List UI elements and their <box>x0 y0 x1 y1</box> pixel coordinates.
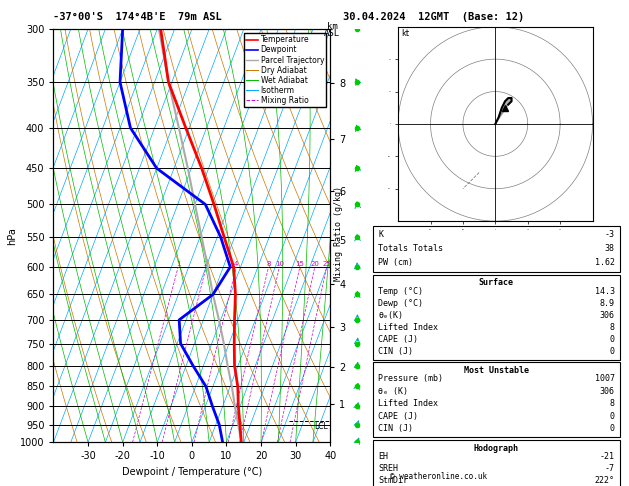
Polygon shape <box>496 98 511 124</box>
Text: km: km <box>326 22 338 31</box>
Text: Temp (°C): Temp (°C) <box>378 287 423 296</box>
Text: EH: EH <box>378 452 388 461</box>
Text: 2: 2 <box>204 261 208 267</box>
Text: 1007: 1007 <box>594 374 615 383</box>
Text: Surface: Surface <box>479 278 514 288</box>
Text: 30.04.2024  12GMT  (Base: 12): 30.04.2024 12GMT (Base: 12) <box>343 12 524 22</box>
Text: 222°: 222° <box>594 476 615 485</box>
Text: ASL: ASL <box>324 29 340 38</box>
Text: Hodograph: Hodograph <box>474 444 519 453</box>
Text: -21: -21 <box>599 452 615 461</box>
Text: 25: 25 <box>322 261 331 267</box>
Text: CAPE (J): CAPE (J) <box>378 335 418 344</box>
Text: 1: 1 <box>176 261 181 267</box>
X-axis label: Dewpoint / Temperature (°C): Dewpoint / Temperature (°C) <box>122 467 262 477</box>
Text: SREH: SREH <box>378 464 398 473</box>
Text: Dewp (°C): Dewp (°C) <box>378 299 423 308</box>
Text: 0: 0 <box>610 424 615 434</box>
Text: 8.9: 8.9 <box>599 299 615 308</box>
Text: 1.62: 1.62 <box>594 258 615 267</box>
Text: 4: 4 <box>234 261 238 267</box>
Text: 0: 0 <box>610 412 615 421</box>
Text: 15: 15 <box>296 261 304 267</box>
Text: -3: -3 <box>604 230 615 239</box>
Text: LCL: LCL <box>314 422 328 431</box>
Text: kt: kt <box>401 30 409 38</box>
Text: Pressure (mb): Pressure (mb) <box>378 374 443 383</box>
Text: © weatheronline.co.uk: © weatheronline.co.uk <box>390 472 487 481</box>
Text: 14.3: 14.3 <box>594 287 615 296</box>
Text: CAPE (J): CAPE (J) <box>378 412 418 421</box>
Text: 10: 10 <box>275 261 284 267</box>
Text: θₑ (K): θₑ (K) <box>378 387 408 396</box>
Text: 8: 8 <box>610 399 615 408</box>
Text: 0: 0 <box>610 347 615 356</box>
Text: PW (cm): PW (cm) <box>378 258 413 267</box>
Text: Lifted Index: Lifted Index <box>378 323 438 332</box>
Y-axis label: hPa: hPa <box>7 227 17 244</box>
Legend: Temperature, Dewpoint, Parcel Trajectory, Dry Adiabat, Wet Adiabat, Isotherm, Mi: Temperature, Dewpoint, Parcel Trajectory… <box>244 33 326 107</box>
Text: CIN (J): CIN (J) <box>378 347 413 356</box>
Text: 8: 8 <box>610 323 615 332</box>
Text: Lifted Index: Lifted Index <box>378 399 438 408</box>
Text: CIN (J): CIN (J) <box>378 424 413 434</box>
Text: Most Unstable: Most Unstable <box>464 366 529 375</box>
Text: θₑ(K): θₑ(K) <box>378 311 403 320</box>
Text: K: K <box>378 230 383 239</box>
Text: Mixing Ratio (g/kg): Mixing Ratio (g/kg) <box>334 186 343 281</box>
Text: StmDir: StmDir <box>378 476 408 485</box>
Text: 20: 20 <box>310 261 320 267</box>
Text: 306: 306 <box>599 311 615 320</box>
Text: 8: 8 <box>266 261 271 267</box>
Text: -7: -7 <box>604 464 615 473</box>
Text: 306: 306 <box>599 387 615 396</box>
Text: 38: 38 <box>604 244 615 253</box>
Text: -37°00'S  174°4B'E  79m ASL: -37°00'S 174°4B'E 79m ASL <box>53 12 222 22</box>
Text: Totals Totals: Totals Totals <box>378 244 443 253</box>
Text: 0: 0 <box>610 335 615 344</box>
